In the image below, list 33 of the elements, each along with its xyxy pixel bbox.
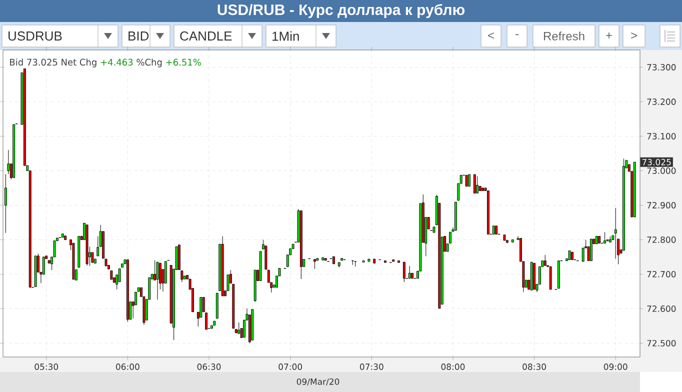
- x-tick-label: 06:30: [197, 364, 221, 370]
- x-tick-label: 08:00: [441, 364, 465, 370]
- y-tick-label: 72.600: [647, 305, 676, 312]
- annotation: Bid 73.025 Net Chg: [10, 58, 96, 68]
- x-tick-label: 06:00: [116, 364, 140, 370]
- y-tick-label: 73.100: [647, 133, 676, 140]
- x-tick-label: 08:30: [522, 364, 546, 370]
- text: 73.025: [642, 158, 671, 166]
- x-tick-label: 07:30: [360, 364, 384, 370]
- text: CANDLE: [180, 31, 232, 41]
- x-tick-label: 07:00: [278, 364, 302, 370]
- y-tick-label: 73.200: [647, 98, 676, 105]
- x-tick-label: 05:30: [34, 364, 58, 370]
- y-tick-label: 72.900: [647, 202, 676, 208]
- x-tick-label: 09:00: [604, 364, 628, 370]
- text: BID: [128, 32, 149, 40]
- text: USDRUB: [8, 31, 62, 41]
- text: -: [516, 34, 518, 36]
- y-tick-label: 73.300: [647, 64, 676, 70]
- chart-title: USD/RUB - Курс доллара к рублю: [218, 4, 465, 18]
- y-tick-label: 73.000: [647, 168, 676, 174]
- text: Refresh: [544, 32, 584, 40]
- text: 1Min: [272, 31, 299, 41]
- annotation: %Chg: [136, 58, 162, 68]
- y-tick-label: 72.800: [647, 236, 676, 243]
- y-tick-label: 72.700: [647, 270, 676, 278]
- text: >: [631, 32, 637, 39]
- x-axis-title: 09/Mar/20: [296, 378, 340, 386]
- y-tick-label: 72.500: [647, 340, 676, 346]
- text: +: [606, 32, 612, 38]
- text: <: [488, 32, 494, 39]
- annotation: +4.463: [100, 58, 133, 66]
- annotation: +6.51%: [166, 58, 201, 66]
